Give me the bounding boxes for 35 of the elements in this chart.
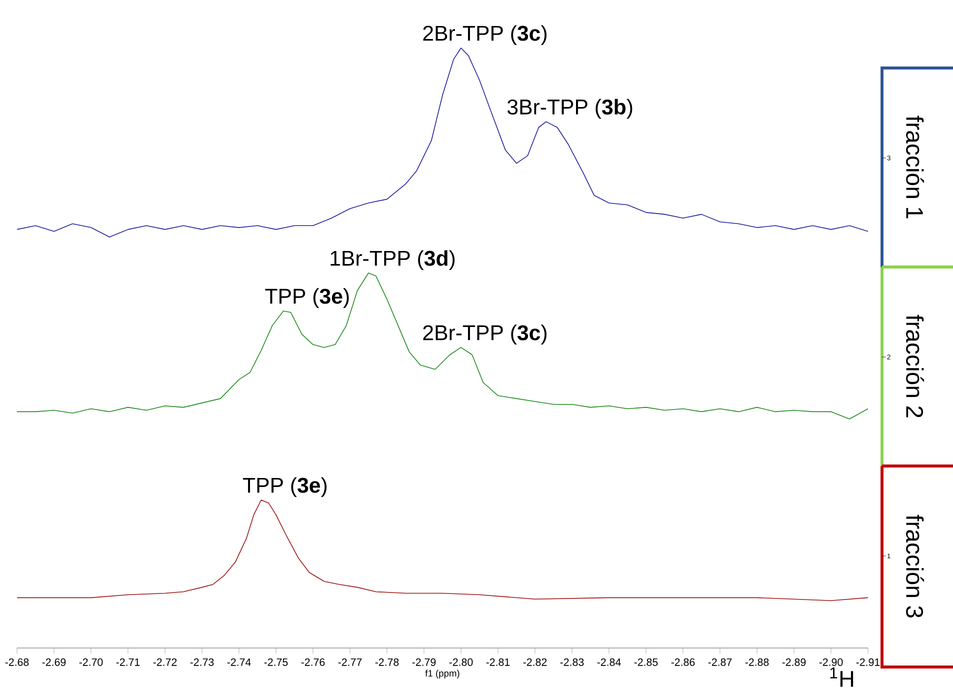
text: $^{1}$H — [830, 667, 854, 687]
x-tick-label: -2.80 — [449, 658, 473, 666]
x-tick-label: -2.81 — [486, 658, 510, 666]
x-axis-title: f1 (ppm) — [425, 670, 460, 678]
x-tick-label: -2.76 — [301, 658, 325, 666]
x-tick-label: -2.86 — [671, 658, 695, 666]
y-axis-title: fracción 2 — [906, 314, 924, 418]
annotation: TPP (3e) — [243, 477, 327, 498]
x-tick-label: -2.90 — [819, 658, 843, 666]
x-tick-label: -2.88 — [745, 658, 769, 666]
x-tick-label: -2.68 — [5, 658, 29, 666]
x-tick-label: -2.69 — [42, 658, 66, 666]
y-axis-title: fracción 1 — [906, 116, 924, 218]
y-axis-title: fracción 3 — [906, 514, 924, 618]
x-tick-label: -2.89 — [782, 658, 806, 666]
annotation: 1Br-TPP (3d) — [330, 250, 455, 270]
x-tick-label: -2.74 — [227, 658, 251, 666]
x-tick-label: -2.72 — [153, 658, 177, 666]
x-tick-label: -2.70 — [79, 658, 103, 666]
annotation: 2Br-TPP (3c) — [423, 25, 546, 46]
x-tick-label: -2.91 — [856, 658, 880, 666]
x-tick-label: -2.83 — [560, 658, 584, 666]
x-tick-label: -2.84 — [597, 658, 621, 666]
x-tick-label: -2.77 — [338, 658, 362, 666]
annotation: 2Br-TPP (3c) — [423, 324, 546, 345]
x-tick-label: -2.75 — [264, 658, 288, 666]
x-tick-label: -2.73 — [190, 658, 214, 666]
x-tick-label: -2.82 — [523, 658, 547, 666]
x-tick-label: -2.71 — [116, 658, 140, 666]
annotation: TPP (3e) — [265, 288, 349, 308]
x-tick-label: -2.79 — [412, 658, 436, 666]
x-tick-label: -2.85 — [634, 658, 658, 666]
x-tick-label: -2.87 — [708, 658, 732, 666]
annotation: 3Br-TPP (3b) — [508, 98, 632, 119]
x-tick-label: -2.78 — [375, 658, 399, 666]
